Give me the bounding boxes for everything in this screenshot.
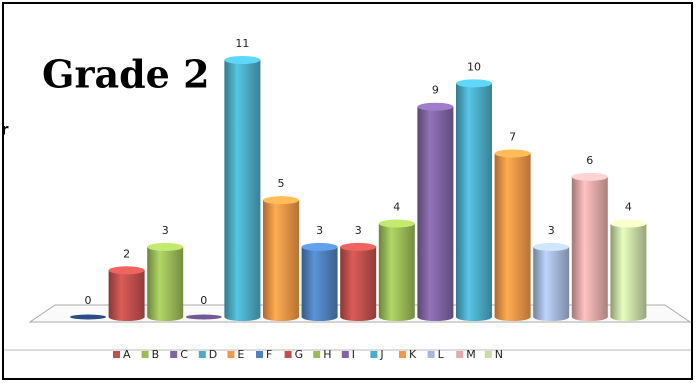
legend-swatch xyxy=(427,351,435,358)
bar-group: 3 xyxy=(301,224,338,321)
bar-group: 7 xyxy=(494,130,531,321)
bar-group: 4 xyxy=(378,201,415,321)
value-label: 2 xyxy=(123,247,130,260)
value-label: 4 xyxy=(625,201,632,214)
legend-swatch xyxy=(256,351,263,358)
legend-label: K xyxy=(409,348,417,361)
value-label: 9 xyxy=(432,84,439,97)
legend-label: G xyxy=(295,348,304,361)
legend-label: J xyxy=(379,348,383,361)
legend-swatch xyxy=(399,351,406,358)
bar-group: 0 xyxy=(70,294,106,320)
bar xyxy=(263,200,299,321)
bar xyxy=(378,223,415,321)
bar-group: 6 xyxy=(571,154,608,321)
value-label: 3 xyxy=(355,224,362,237)
bar-group: 0 xyxy=(185,294,222,320)
bar-top xyxy=(610,219,647,228)
bar xyxy=(494,153,531,321)
legend-swatch xyxy=(170,351,178,358)
legend-label: D xyxy=(209,348,217,361)
value-label: 3 xyxy=(548,224,555,237)
bar xyxy=(301,246,338,321)
bar xyxy=(456,83,492,321)
bar-top xyxy=(571,172,608,181)
bar-group: 5 xyxy=(263,177,299,321)
bar xyxy=(571,176,608,321)
legend-label: L xyxy=(438,348,445,361)
bar-group: 10 xyxy=(456,60,492,321)
bar xyxy=(533,246,570,321)
bar-top xyxy=(224,56,261,64)
legend-swatch xyxy=(284,351,292,358)
legend-swatch xyxy=(113,351,120,358)
bar xyxy=(147,246,184,321)
legend-swatch xyxy=(313,351,321,358)
legend-label: H xyxy=(323,348,331,361)
value-label: 0 xyxy=(200,294,207,307)
legend-swatch xyxy=(198,351,206,358)
bar-top xyxy=(301,242,338,251)
bar xyxy=(224,60,261,321)
bar-top xyxy=(494,149,531,158)
bar-group: 3 xyxy=(533,224,570,321)
legend-label: E xyxy=(237,348,244,361)
bar-top xyxy=(108,266,145,275)
legend: A B C D E F G H I J K L M N xyxy=(113,348,503,361)
bar-top xyxy=(378,219,415,228)
bar-group: 3 xyxy=(147,224,184,321)
value-label: 0 xyxy=(85,294,92,307)
legend-label: B xyxy=(152,348,160,361)
value-label: 7 xyxy=(509,130,516,143)
value-label: 10 xyxy=(467,60,481,73)
bar-top xyxy=(147,242,184,251)
side-text: ir xyxy=(0,121,9,139)
bar-top xyxy=(417,102,454,111)
bar-group: 2 xyxy=(108,247,145,322)
value-label: 3 xyxy=(162,224,169,237)
legend-swatch xyxy=(484,351,492,358)
bar xyxy=(340,246,377,321)
bar xyxy=(70,314,106,320)
bar-group: 11 xyxy=(224,37,261,321)
legend-swatch xyxy=(141,351,149,358)
legend-label: N xyxy=(495,348,503,361)
legend-swatch xyxy=(456,351,464,358)
value-label: 5 xyxy=(278,177,285,190)
bar-group: 9 xyxy=(417,84,454,322)
bar xyxy=(108,270,145,322)
bar-top xyxy=(533,242,570,251)
bars: 0 2 3 0 11 5 3 3 4 9 10 7 3 6 4 xyxy=(70,37,647,322)
value-label: 6 xyxy=(586,154,593,167)
bar-top xyxy=(263,196,299,205)
bar xyxy=(185,314,222,320)
legend-swatch xyxy=(341,351,349,358)
chart-title: Grade 2 xyxy=(42,52,210,97)
bar xyxy=(610,223,647,321)
legend-swatch xyxy=(370,351,378,358)
value-label: 4 xyxy=(393,201,400,214)
legend-swatch xyxy=(227,351,235,358)
bar xyxy=(417,106,454,322)
bar-top xyxy=(340,242,377,251)
legend-label: I xyxy=(352,348,355,361)
value-label: 11 xyxy=(235,37,249,50)
legend-label: A xyxy=(123,348,131,361)
bar-group: 4 xyxy=(610,201,647,321)
legend-label: F xyxy=(266,348,272,361)
legend-label: M xyxy=(466,348,476,361)
bar-group: 3 xyxy=(340,224,377,321)
legend-label: C xyxy=(180,348,188,361)
bar-top xyxy=(456,79,492,88)
value-label: 3 xyxy=(316,224,323,237)
